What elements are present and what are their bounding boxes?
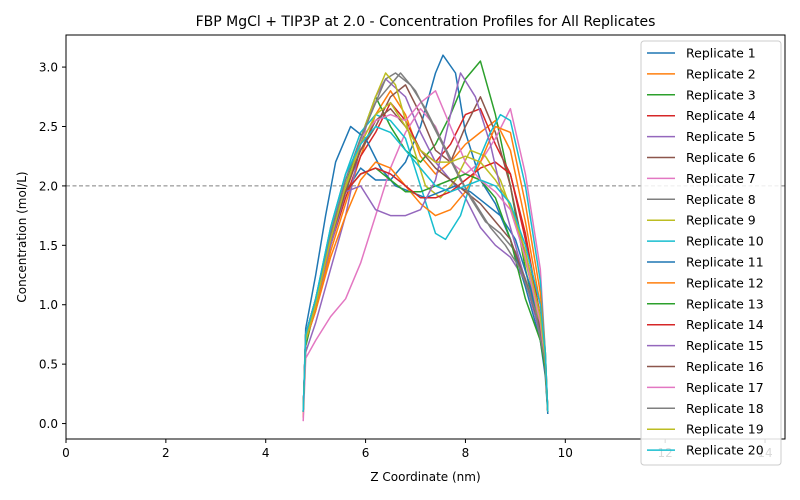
x-tick-label: 10 [558,446,573,460]
legend-label: Replicate 1 [686,46,756,61]
series-line-replicate-2 [302,90,549,418]
legend: Replicate 1 Replicate 2 Replicate 3 Replica… [640,40,782,466]
legend-label: Replicate 3 [686,87,756,102]
legend-label: Replicate 10 [686,234,764,249]
legend-label: Replicate 19 [686,422,764,437]
x-tick-label: 0 [62,446,70,460]
x-tick-label: 6 [362,446,370,460]
series-line-replicate-15 [302,72,549,412]
legend-label: Replicate 17 [686,380,764,395]
y-tick-label: 2.0 [39,179,58,193]
y-tick-label: 1.5 [39,239,58,253]
series-line-replicate-18 [302,72,549,412]
x-tick-label: 8 [462,446,470,460]
series-line-replicate-12 [302,125,549,412]
y-tick-label: 0.5 [39,358,58,372]
legend-label: Replicate 6 [686,150,756,165]
series-line-replicate-10 [302,113,549,412]
legend-label: Replicate 12 [686,275,764,290]
x-tick-label: 2 [162,446,170,460]
legend-label: Replicate 7 [686,171,756,186]
y-tick-label: 2.5 [39,120,58,134]
series-line-replicate-20 [302,125,549,412]
legend-label: Replicate 14 [686,317,764,332]
axes-frame [65,34,786,440]
legend-label: Replicate 9 [686,213,756,228]
chart-title: FBP MgCl + TIP3P at 2.0 - Concentration … [196,14,656,30]
legend-label: Replicate 2 [686,66,756,81]
legend-label: Replicate 11 [686,255,764,270]
y-tick-label: 0.0 [39,417,58,431]
legend-label: Replicate 16 [686,359,764,374]
y-tick-label: 1.0 [39,298,58,312]
series-line-replicate-11 [302,125,549,412]
legend-label: Replicate 4 [686,108,756,123]
legend-label: Replicate 15 [686,338,764,353]
y-axis-label: Concentration (mol/L) [15,171,29,302]
legend-label: Replicate 13 [686,296,764,311]
series-line-replicate-19 [302,101,549,412]
series-line-replicate-7 [302,107,549,422]
y-tick-label: 3.0 [39,61,58,75]
legend-label: Replicate 18 [686,401,764,416]
legend-label: Replicate 8 [686,192,756,207]
x-axis-label: Z Coordinate (nm) [370,470,480,484]
y-axis-ticks: 0.0 0.5 1.0 1.5 2.0 2.5 3.0 [39,61,66,431]
plot-area [65,34,786,440]
legend-box [640,40,782,466]
x-tick-label: 4 [262,446,270,460]
legend-label: Replicate 5 [686,129,756,144]
legend-label: Replicate 20 [686,443,764,458]
